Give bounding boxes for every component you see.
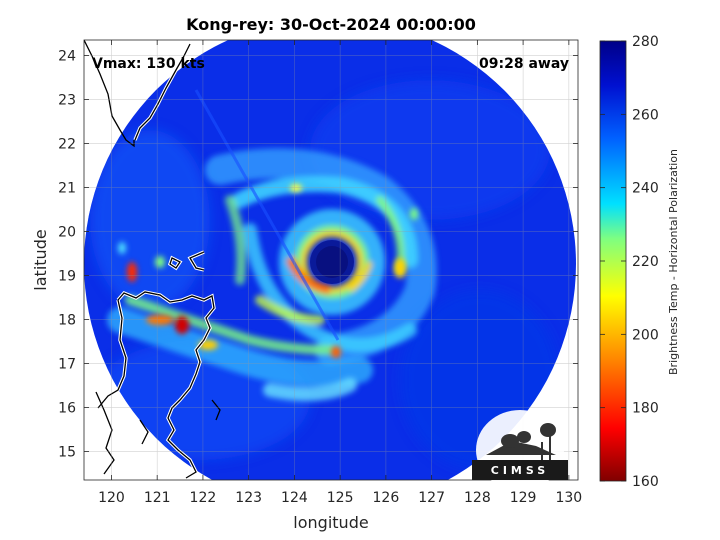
x-tick-label: 129: [510, 490, 537, 506]
chart-title: Kong-rey: 30-Oct-2024 00:00:00: [186, 15, 476, 34]
axis-ticks: [84, 40, 578, 480]
coastlines: [84, 40, 221, 480]
colorbar-tick-label: 180: [632, 401, 659, 417]
colorbar-label: Brightness Temp - Horizontal Polarizatio…: [667, 149, 680, 375]
y-tick-label: 15: [58, 444, 76, 460]
y-tick-label: 23: [58, 92, 76, 108]
map-axes: Vmax: 130 kts 09:28 away CIMSS: [83, 39, 579, 490]
x-tick-label: 125: [327, 490, 354, 506]
colorbar-tick-label: 220: [632, 254, 659, 270]
cimss-logo: CIMSS: [472, 410, 568, 490]
colorbar-ticks: 280 260 240 220 200 180 160: [600, 34, 659, 490]
y-tick-label: 16: [58, 400, 76, 416]
time-away-label: 09:28 away: [479, 56, 569, 72]
x-tick-label: 128: [464, 490, 491, 506]
colorbar-tick-label: 280: [632, 34, 659, 50]
colorbar-tick-label: 160: [632, 474, 659, 490]
x-tick-label: 130: [555, 490, 582, 506]
vmax-label: Vmax: 130 kts: [92, 56, 205, 72]
cimss-logo-text: CIMSS: [491, 464, 549, 477]
x-tick-label: 122: [190, 490, 217, 506]
x-axis-label: longitude: [293, 513, 368, 532]
colorbar-tick-label: 240: [632, 181, 659, 197]
y-tick-label: 21: [58, 180, 76, 196]
y-tick-label: 20: [58, 224, 76, 240]
y-tick-label: 17: [58, 356, 76, 372]
x-tick-labels: 120 121 122 123 124 125 126 127 128 129 130: [98, 490, 582, 506]
colorbar-tick-label: 200: [632, 327, 659, 343]
colorbar-tick-label: 260: [632, 107, 659, 123]
y-tick-label: 22: [58, 136, 76, 152]
y-tick-label: 24: [58, 48, 76, 64]
y-axis-label: latitude: [31, 229, 50, 290]
x-tick-label: 127: [418, 490, 445, 506]
y-tick-labels: 24 23 22 21 20 19 18 17 16 15: [58, 48, 76, 460]
x-tick-label: 121: [144, 490, 171, 506]
x-tick-label: 126: [373, 490, 400, 506]
colorbar: 280 260 240 220 200 180 160 Brightness Temp - …: [599, 34, 680, 490]
x-tick-label: 124: [281, 490, 308, 506]
y-tick-label: 18: [58, 312, 76, 328]
y-tick-label: 19: [58, 268, 76, 284]
axes-frame: [83, 39, 579, 481]
x-tick-label: 120: [98, 490, 125, 506]
x-tick-label: 123: [235, 490, 262, 506]
